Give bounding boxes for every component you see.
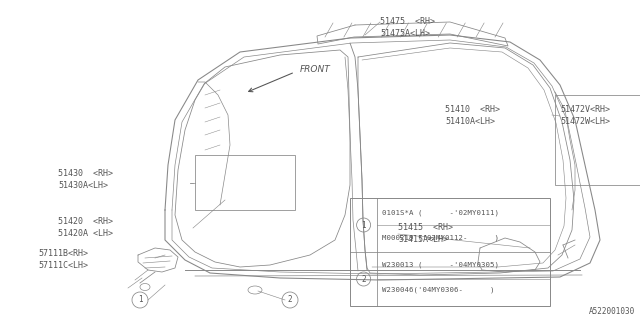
Text: W230046('04MY0306-      ): W230046('04MY0306- ): [382, 286, 495, 293]
Text: 0101S*A (      -'02MY0111): 0101S*A ( -'02MY0111): [382, 210, 499, 216]
Text: 51420A <LH>: 51420A <LH>: [58, 229, 113, 238]
Text: 51415A<LH>: 51415A<LH>: [398, 236, 448, 244]
Text: 51410  <RH>: 51410 <RH>: [445, 106, 500, 115]
Text: FRONT: FRONT: [300, 66, 331, 75]
Text: 51472V<RH>: 51472V<RH>: [560, 106, 610, 115]
Text: 57111C<LH>: 57111C<LH>: [38, 261, 88, 270]
Bar: [195, 155, 295, 210]
Text: 51475  <RH>: 51475 <RH>: [380, 18, 435, 27]
Text: 51430  <RH>: 51430 <RH>: [58, 169, 113, 178]
Text: 1: 1: [138, 295, 142, 305]
Text: 51420  <RH>: 51420 <RH>: [58, 218, 113, 227]
Text: 51415  <RH>: 51415 <RH>: [398, 223, 453, 233]
Text: 51475A<LH>: 51475A<LH>: [380, 28, 430, 37]
Text: M000219 ('02MY0112-      ): M000219 ('02MY0112- ): [382, 235, 499, 241]
Text: 1: 1: [362, 220, 366, 229]
Text: 51472W<LH>: 51472W<LH>: [560, 117, 610, 126]
Text: 2: 2: [288, 295, 292, 305]
Text: 51430A<LH>: 51430A<LH>: [58, 180, 108, 189]
Text: 57111B<RH>: 57111B<RH>: [38, 250, 88, 259]
Text: 51410A<LH>: 51410A<LH>: [445, 117, 495, 126]
Bar: [350, 198, 550, 306]
Bar: [555, 95, 640, 185]
Text: A522001030: A522001030: [589, 307, 635, 316]
Text: W230013 (      -'04MY0305): W230013 ( -'04MY0305): [382, 262, 499, 268]
Text: 2: 2: [362, 275, 366, 284]
